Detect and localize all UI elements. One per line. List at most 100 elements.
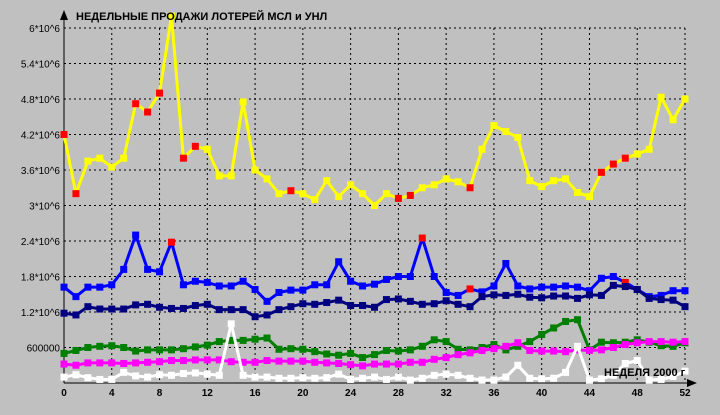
- data-point: [156, 303, 164, 311]
- data-point: [335, 370, 343, 378]
- y-tick-label: 6*10^6: [29, 24, 60, 35]
- data-point: [574, 342, 582, 350]
- data-point: [347, 277, 355, 285]
- data-point: [585, 193, 593, 201]
- y-tick-label: 3*10^6: [29, 202, 60, 213]
- data-point: [633, 150, 641, 158]
- data-point: [84, 359, 92, 367]
- data-point: [609, 281, 617, 289]
- x-tick-label: 36: [488, 388, 500, 399]
- data-point: [681, 338, 689, 346]
- data-point: [490, 341, 498, 349]
- data-point: [347, 375, 355, 383]
- data-point: [597, 274, 605, 282]
- series-1: [60, 12, 689, 209]
- data-point: [239, 277, 247, 285]
- data-point: [72, 346, 80, 354]
- data-point: [144, 373, 152, 381]
- data-point: [633, 286, 641, 294]
- data-point: [514, 342, 522, 350]
- data-point: [311, 281, 319, 289]
- x-tick-label: 20: [297, 388, 309, 399]
- data-point: [203, 278, 211, 286]
- data-point: [657, 375, 665, 383]
- y-tick-label: 4.8*10^6: [21, 95, 61, 106]
- y-tick-label: 5.4*10^6: [21, 60, 61, 71]
- data-point: [311, 358, 319, 366]
- ticks-layer: 600000 1.2*10^6 1.8*10^6 2.4*10^6 3*10^6 3.6*…: [21, 24, 691, 399]
- data-point: [609, 371, 617, 379]
- data-point: [156, 89, 164, 97]
- data-point: [203, 145, 211, 153]
- data-point: [418, 234, 426, 242]
- data-point: [60, 131, 68, 138]
- data-point: [179, 281, 187, 289]
- data-point: [490, 376, 498, 384]
- data-point: [299, 357, 307, 365]
- data-point: [645, 338, 653, 346]
- data-point: [251, 166, 259, 174]
- data-point: [562, 292, 570, 300]
- data-point: [144, 300, 152, 308]
- data-point: [359, 190, 367, 198]
- data-point: [382, 375, 390, 383]
- data-point: [215, 371, 223, 379]
- x-axis-arrow: [687, 379, 697, 387]
- data-point: [371, 373, 378, 381]
- data-point: [526, 346, 534, 354]
- data-point: [120, 305, 128, 313]
- data-point: [526, 374, 534, 382]
- data-point: [550, 177, 558, 185]
- data-point: [108, 305, 116, 313]
- data-point: [621, 341, 629, 349]
- data-point: [215, 172, 223, 180]
- data-point: [251, 358, 259, 366]
- data-point: [514, 290, 522, 298]
- data-point: [418, 358, 426, 366]
- data-point: [72, 190, 80, 198]
- data-point: [347, 301, 355, 309]
- data-point: [323, 359, 331, 367]
- data-point: [203, 370, 211, 378]
- data-point: [418, 374, 426, 382]
- data-point: [299, 190, 307, 198]
- data-point: [167, 12, 175, 20]
- data-point: [96, 305, 104, 313]
- data-point: [323, 177, 331, 185]
- data-point: [60, 349, 68, 357]
- data-point: [478, 376, 486, 384]
- data-point: [371, 303, 378, 311]
- data-point: [335, 258, 343, 266]
- data-point: [108, 375, 116, 383]
- series-4: [60, 316, 689, 362]
- x-tick-label: 12: [202, 388, 214, 399]
- y-tick-label: 1.8*10^6: [21, 273, 61, 284]
- data-point: [478, 346, 486, 354]
- data-point: [359, 374, 367, 382]
- data-point: [442, 338, 450, 346]
- data-point: [132, 100, 140, 108]
- data-point: [442, 175, 450, 183]
- data-point: [335, 351, 343, 359]
- data-point: [72, 311, 80, 319]
- data-point: [179, 154, 187, 162]
- grid-layer: [64, 27, 686, 383]
- data-point: [167, 346, 175, 354]
- data-point: [621, 359, 629, 367]
- data-point: [156, 346, 164, 354]
- data-point: [454, 371, 462, 379]
- data-point: [382, 296, 390, 304]
- data-point: [669, 338, 677, 346]
- data-point: [669, 342, 677, 350]
- data-point: [514, 133, 522, 141]
- data-point: [562, 348, 570, 356]
- data-point: [108, 359, 116, 367]
- data-point: [156, 358, 164, 366]
- data-point: [430, 371, 438, 379]
- data-point: [406, 346, 414, 354]
- data-point: [681, 95, 689, 103]
- data-point: [430, 355, 438, 363]
- series-3: [60, 281, 689, 321]
- data-point: [287, 303, 295, 311]
- data-point: [382, 346, 390, 354]
